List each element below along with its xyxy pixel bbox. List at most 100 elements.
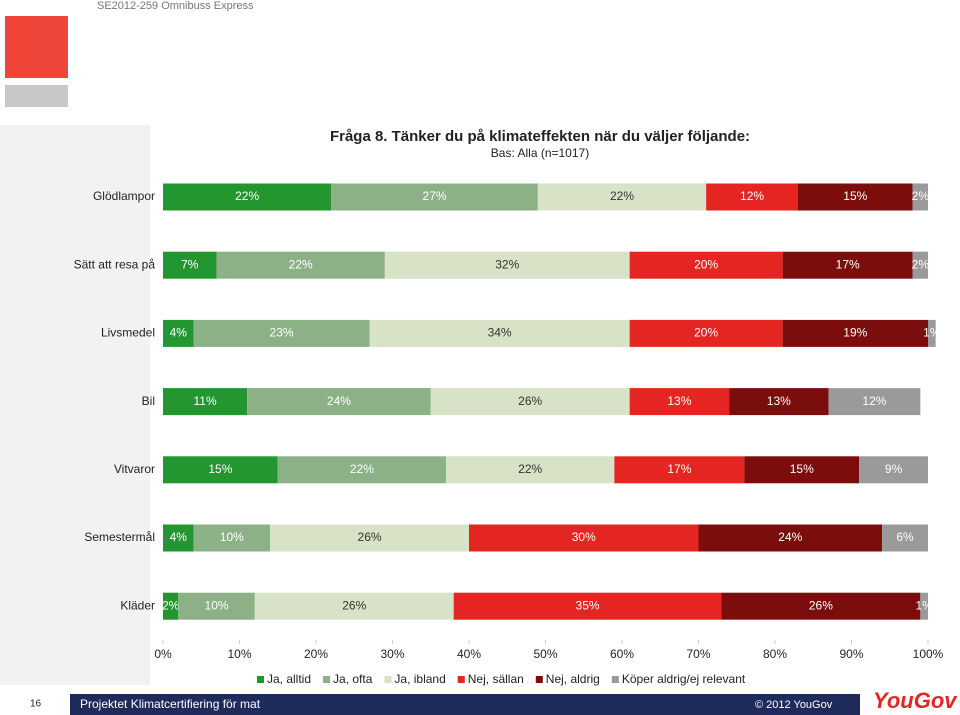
value-label: 11% (194, 394, 217, 408)
category-label: Livsmedel (101, 326, 155, 340)
bar-segment (430, 388, 630, 416)
x-tick-label: 100% (913, 647, 944, 661)
bar-segment (706, 183, 798, 211)
footer-bar (70, 694, 860, 715)
crowd-illustration (0, 125, 150, 685)
legend-label: Ja, ofta (333, 672, 373, 686)
bar-segment (446, 456, 615, 484)
value-label: 26% (809, 598, 833, 612)
value-label: 15% (208, 462, 232, 476)
bar-segment (163, 251, 217, 279)
bar-segment (698, 524, 883, 552)
value-label: 26% (518, 394, 542, 408)
x-tick-label: 20% (304, 647, 328, 661)
x-tick-label: 40% (457, 647, 481, 661)
bar-segment (163, 183, 332, 211)
bar-segment (912, 251, 928, 279)
legend-swatch (257, 676, 264, 683)
bar-segment (920, 592, 928, 620)
value-label: 22% (518, 462, 542, 476)
legend-label: Nej, aldrig (546, 672, 600, 686)
bar-segment (782, 251, 913, 279)
category-label: Kläder (120, 598, 155, 612)
copyright: © 2012 YouGov (755, 699, 833, 711)
header: SE2012-259 Omnibuss Express (97, 0, 254, 12)
bar-segment (453, 592, 722, 620)
bar-segment (247, 388, 431, 416)
legend-label: Köper aldrig/ej relevant (622, 672, 746, 686)
x-tick-label: 0% (154, 647, 172, 661)
legend-swatch (384, 676, 392, 683)
bar-segment (614, 456, 745, 484)
value-label: 12% (862, 394, 886, 408)
bar-segment (469, 524, 699, 552)
value-label: 22% (289, 257, 313, 271)
logo: YouGov (873, 688, 958, 713)
bar-segment (331, 183, 538, 211)
bar-segment (928, 319, 936, 347)
bar-segment (193, 524, 271, 552)
bar-segment (912, 183, 928, 211)
value-label: 22% (235, 189, 259, 203)
chart-title: Fråga 8. Tänker du på klimateffekten när… (330, 128, 750, 145)
bar-segment (629, 251, 783, 279)
bar-segment (828, 388, 921, 416)
value-label: 22% (610, 189, 634, 203)
bar-segment (859, 456, 928, 484)
value-label: 9% (885, 462, 903, 476)
x-tick-label: 80% (763, 647, 787, 661)
legend-swatch (535, 676, 543, 683)
x-tick-label: 50% (533, 647, 557, 661)
bar-segment (384, 251, 630, 279)
value-label: 4% (170, 326, 188, 340)
page-number: 16 (30, 699, 42, 710)
value-label: 26% (358, 530, 382, 544)
bar-segment (163, 456, 278, 484)
value-label: 20% (694, 257, 718, 271)
bar-segment (744, 456, 860, 484)
bar-segment (797, 183, 913, 211)
value-label: 2% (912, 189, 930, 203)
bar-segment (270, 524, 469, 552)
x-tick-label: 70% (686, 647, 710, 661)
bar-segment (163, 388, 248, 416)
value-label: 34% (488, 326, 512, 340)
legend-swatch (457, 676, 465, 683)
value-label: 20% (694, 326, 718, 340)
legend-swatch (323, 676, 331, 683)
bar-segment (163, 592, 179, 620)
value-label: 22% (350, 462, 374, 476)
value-label: 6% (896, 530, 914, 544)
legend-label: Ja, ibland (394, 672, 445, 686)
legend-label: Nej, sällan (468, 672, 524, 686)
legend-swatch (611, 676, 619, 683)
x-tick-label: 30% (380, 647, 404, 661)
value-label: 2% (162, 598, 180, 612)
bar-segment (629, 319, 783, 347)
bar-segment (369, 319, 630, 347)
value-label: 13% (667, 394, 691, 408)
bar-segment (163, 524, 194, 552)
value-label: 26% (342, 598, 366, 612)
category-label: Sätt att resa på (74, 257, 156, 271)
legend-label: Ja, alltid (267, 672, 311, 686)
bar-segment (277, 456, 447, 484)
value-label: 30% (572, 530, 596, 544)
red-block (5, 16, 68, 78)
bar-segment (629, 388, 730, 416)
bar-segment (178, 592, 255, 620)
value-label: 23% (270, 326, 294, 340)
bar-segment (729, 388, 829, 416)
value-label: 15% (843, 189, 867, 203)
value-label: 24% (778, 530, 802, 544)
category-label: Vitvaror (114, 462, 155, 476)
value-label: 10% (205, 598, 229, 612)
bar-segment (721, 592, 921, 620)
value-label: 7% (181, 257, 199, 271)
gray-block (5, 85, 68, 107)
x-tick-label: 10% (227, 647, 251, 661)
value-label: 12% (740, 189, 764, 203)
bar-segment (163, 319, 194, 347)
value-label: 35% (576, 598, 600, 612)
value-label: 17% (667, 462, 691, 476)
